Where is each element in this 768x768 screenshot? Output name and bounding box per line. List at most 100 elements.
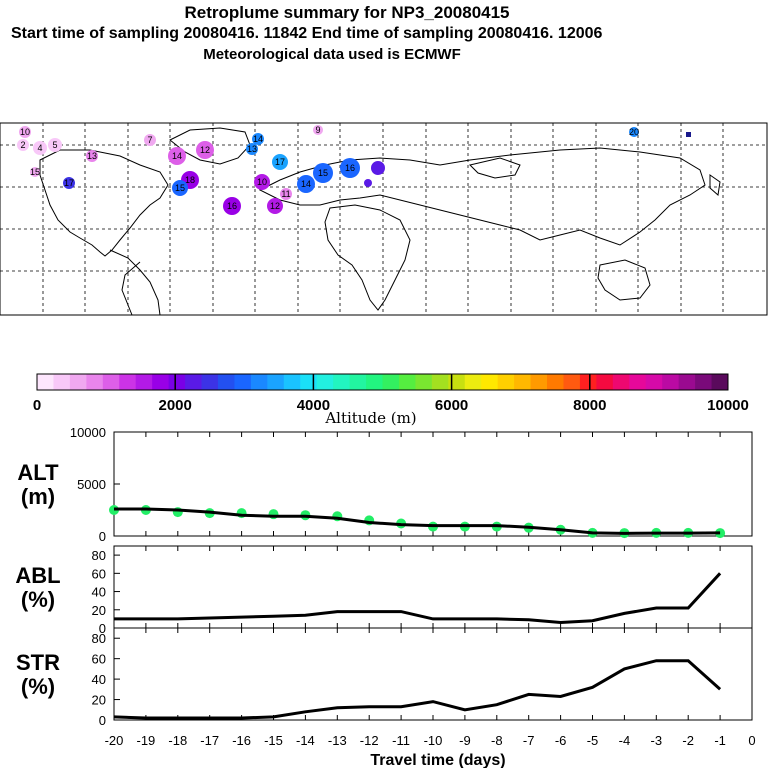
plume-point-label: 12 bbox=[270, 201, 280, 211]
plume-point-label: 20 bbox=[629, 127, 639, 137]
x-tick-label: -6 bbox=[555, 733, 567, 748]
colorbar-swatch bbox=[563, 374, 581, 390]
y-tick-label: 60 bbox=[92, 566, 106, 581]
colorbar-swatch bbox=[398, 374, 416, 390]
x-tick-label: -9 bbox=[459, 733, 471, 748]
plume-point bbox=[272, 154, 288, 170]
x-tick-label: -12 bbox=[360, 733, 379, 748]
plume-point-label: 5 bbox=[52, 140, 57, 150]
colorbar-swatch bbox=[530, 374, 548, 390]
plume-point-label: 7 bbox=[147, 135, 152, 145]
colorbar-swatch bbox=[629, 374, 647, 390]
colorbar-swatch bbox=[695, 374, 713, 390]
plume-point-label: 11 bbox=[281, 189, 290, 199]
y-tick-label: 10000 bbox=[70, 425, 106, 440]
colorbar-swatch bbox=[267, 374, 285, 390]
colorbar-swatch bbox=[135, 374, 153, 390]
colorbar-swatch bbox=[382, 374, 400, 390]
colorbar-swatch bbox=[711, 374, 729, 390]
colorbar-swatch bbox=[366, 374, 383, 390]
colorbar-swatch bbox=[464, 374, 482, 390]
x-tick-label: -1 bbox=[714, 733, 726, 748]
x-tick-label: -15 bbox=[264, 733, 283, 748]
colorbar-swatch bbox=[250, 374, 268, 390]
abl-ylabel: (%) bbox=[21, 587, 55, 612]
plume-point bbox=[144, 134, 156, 146]
colorbar-swatch bbox=[481, 374, 499, 390]
y-tick-label: 80 bbox=[92, 548, 106, 563]
plume-point bbox=[246, 143, 258, 155]
colorbar-swatch bbox=[152, 374, 170, 390]
plume-point-label: 2 bbox=[20, 140, 25, 150]
colorbar-swatch bbox=[168, 374, 186, 390]
colorbar-swatch bbox=[612, 374, 630, 390]
colorbar-swatch bbox=[678, 374, 696, 390]
plume-point bbox=[19, 126, 31, 138]
colorbar-swatch bbox=[119, 374, 137, 390]
plume-point-label: 15 bbox=[175, 183, 185, 193]
plume-point-label: 17 bbox=[275, 157, 285, 167]
y-tick-label: 0 bbox=[99, 529, 106, 544]
colorbar-swatch bbox=[217, 374, 235, 390]
y-tick-label: 40 bbox=[92, 672, 106, 687]
colorbar-tick-label: 0 bbox=[33, 397, 41, 414]
altitude-ylabel: (m) bbox=[21, 484, 55, 509]
plume-point-label: 18 bbox=[185, 175, 195, 185]
plume-point-label: 13 bbox=[247, 144, 257, 154]
colorbar-tick-label: 4000 bbox=[297, 397, 330, 414]
plume-point bbox=[33, 141, 47, 155]
plume-point bbox=[371, 161, 385, 175]
colorbar-swatch bbox=[349, 374, 367, 390]
x-axis-label: Travel time (days) bbox=[370, 752, 505, 768]
colorbar-tick-label: 10000 bbox=[707, 397, 749, 414]
str-series-line bbox=[113, 659, 722, 720]
colorbar-swatch bbox=[415, 374, 433, 390]
x-tick-label: -14 bbox=[296, 733, 315, 748]
plume-point bbox=[313, 125, 323, 135]
colorbar-tick-label: 2000 bbox=[159, 397, 192, 414]
colorbar-tick-label: 8000 bbox=[573, 397, 606, 414]
plume-point bbox=[252, 133, 264, 145]
met-data-note: Meteorological data used is ECMWF bbox=[203, 46, 461, 63]
abl-frame bbox=[113, 545, 753, 629]
plume-point bbox=[17, 139, 29, 151]
colorbar-swatch bbox=[316, 374, 334, 390]
x-tick-label: -7 bbox=[523, 733, 535, 748]
colorbar-frame bbox=[36, 373, 729, 391]
plume-point bbox=[63, 177, 75, 189]
x-tick-label: -16 bbox=[232, 733, 251, 748]
altitude-colorbar: 0 2000 4000 6000 8000 10000 Altitude (m) bbox=[33, 373, 749, 427]
str-frame bbox=[113, 627, 753, 721]
colorbar-swatch bbox=[514, 374, 532, 390]
sampling-times: Start time of sampling 20080416. 11842 E… bbox=[11, 25, 603, 42]
plume-point bbox=[313, 163, 333, 183]
x-tick-label: -11 bbox=[392, 733, 410, 748]
colorbar-swatch bbox=[283, 374, 301, 390]
altitude-ylabel: ALT bbox=[17, 460, 59, 485]
plume-point bbox=[168, 147, 186, 165]
coastline bbox=[169, 127, 251, 165]
x-tick-label: -20 bbox=[105, 733, 124, 748]
colorbar-swatch bbox=[662, 374, 680, 390]
colorbar-swatch bbox=[333, 374, 351, 390]
colorbar-swatch bbox=[53, 374, 71, 390]
coastline bbox=[258, 147, 706, 246]
y-tick-label: 20 bbox=[92, 693, 106, 708]
colorbar-swatch bbox=[431, 374, 449, 390]
colorbar-label: Altitude (m) bbox=[324, 409, 416, 427]
plume-point bbox=[267, 198, 283, 214]
x-tick-label: -19 bbox=[137, 733, 156, 748]
coastline bbox=[469, 157, 521, 179]
x-tick-label: -3 bbox=[651, 733, 663, 748]
plume-point bbox=[223, 197, 241, 215]
plume-point bbox=[297, 175, 315, 193]
y-tick-label: 40 bbox=[92, 585, 106, 600]
colorbar-swatch bbox=[234, 374, 252, 390]
colorbar-tick-label: 6000 bbox=[435, 397, 468, 414]
plume-point-label: 14 bbox=[253, 134, 263, 144]
plume-point-label: 13 bbox=[87, 151, 97, 161]
abl-series-line bbox=[114, 572, 722, 625]
